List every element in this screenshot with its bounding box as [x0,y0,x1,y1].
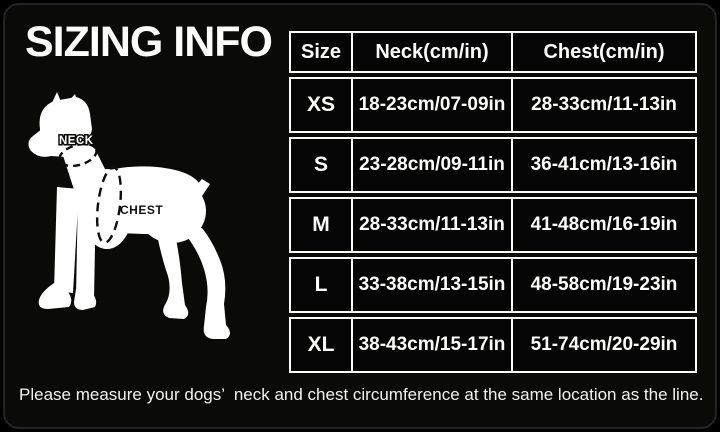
neck-measure-line [58,142,98,168]
neck-label: NECK [59,135,94,147]
dog-rear-leg-shape [157,235,189,319]
neck-value: 28-33cm/11-13in [353,199,513,251]
chest-label: CHEST [120,203,163,217]
size-table-header: Size Neck(cm/in) Chest(cm/in) [289,31,697,73]
dog-front-leg-shape [54,187,79,293]
chest-value: 51-74cm/20-29in [530,334,678,355]
size-value: XS [291,79,353,131]
dog-measurement-diagram: NECK CHEST [23,87,253,353]
chest-value: 41-48cm/16-19in [530,214,678,235]
dog-muzzle-shape [28,125,65,157]
neck-value: 33-38cm/13-15in [353,259,513,311]
dog-front-leg-shape [76,191,96,299]
size-value: L [291,259,353,311]
neck-value: 18-23cm/07-09in [353,79,513,131]
table-row: XL 38-43cm/15-17in 51-74cm/20-29in [289,317,697,373]
table-row: M 28-33cm/11-13in 41-48cm/16-19in [289,197,697,253]
size-value: M [291,199,353,251]
chest-measure-line [95,166,123,244]
dog-silhouette-icon: NECK CHEST [28,92,230,339]
dog-thigh-shape [138,179,206,243]
page-title: SIZING INFO [25,18,273,66]
neck-value: 23-28cm/09-11in [353,139,513,191]
dog-front-paw-shape [74,289,97,310]
size-value: XL [291,319,353,371]
header-chest: Chest(cm/in) [543,40,665,63]
header-neck: Neck(cm/in) [353,33,513,71]
info-card: SIZING INFO [3,3,717,429]
header-size: Size [291,33,353,71]
measurement-instruction: Please measure your dogs’ neck and chest… [19,385,704,404]
chest-value: 28-33cm/11-13in [531,94,677,115]
table-row: XS 18-23cm/07-09in 28-33cm/11-13in [289,77,697,133]
chest-value: 36-41cm/13-16in [530,154,678,175]
table-row: L 33-38cm/13-15in 48-58cm/19-23in [289,257,697,313]
neck-value: 38-43cm/15-17in [353,319,513,371]
chest-value: 48-58cm/19-23in [530,274,678,295]
table-row: S 23-28cm/09-11in 36-41cm/13-16in [289,137,697,193]
size-value: S [291,139,353,191]
dog-rear-leg-shape [181,228,230,339]
dog-front-paw-shape [38,283,72,309]
